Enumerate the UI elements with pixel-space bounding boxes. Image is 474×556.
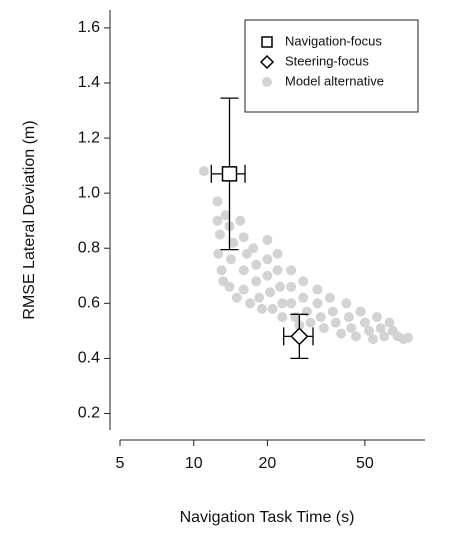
point	[274, 281, 285, 292]
point	[238, 232, 249, 243]
legend: Navigation-focus Steering-focus Model alte…	[244, 19, 419, 113]
point	[212, 215, 223, 226]
point	[228, 237, 239, 248]
point	[262, 270, 273, 281]
point	[272, 265, 283, 276]
point	[351, 331, 362, 342]
point	[343, 312, 354, 323]
y-tick-label: 0.6	[78, 295, 100, 312]
point	[327, 306, 338, 317]
point	[221, 166, 238, 182]
x-tick-label: 20	[259, 455, 277, 472]
y-tick-label: 1.2	[78, 129, 100, 146]
point	[375, 323, 386, 334]
point	[245, 298, 256, 309]
x-tick-label: 5	[116, 455, 125, 472]
point	[298, 292, 309, 303]
y-tick-label: 0.2	[78, 405, 100, 422]
point	[251, 276, 262, 287]
point	[301, 306, 312, 317]
point	[290, 327, 309, 346]
point	[224, 281, 235, 292]
point	[256, 303, 267, 314]
point	[277, 312, 288, 323]
point	[312, 298, 323, 309]
point	[235, 215, 246, 226]
point	[355, 306, 366, 317]
point	[220, 210, 231, 221]
point	[286, 298, 297, 309]
point	[379, 331, 390, 342]
point	[336, 328, 347, 339]
point	[371, 312, 382, 323]
y-tick-label: 1.6	[78, 19, 100, 36]
point	[272, 248, 283, 259]
point	[330, 317, 341, 328]
point	[251, 259, 262, 270]
y-tick-label: 0.4	[78, 350, 100, 367]
y-tick-label: 1.4	[78, 74, 100, 91]
point	[341, 298, 352, 309]
legend-marker	[262, 77, 272, 87]
legend-marker	[261, 36, 273, 48]
point	[312, 284, 323, 295]
y-tick-label: 0.8	[78, 239, 100, 256]
legend-marker	[259, 54, 275, 70]
point	[346, 323, 357, 334]
point	[298, 276, 309, 287]
x-axis-label: Navigation Task Time (s)	[180, 509, 355, 526]
point	[286, 265, 297, 276]
legend-label: Navigation-focus	[285, 33, 382, 48]
point	[226, 254, 237, 265]
point	[267, 303, 278, 314]
point	[359, 317, 370, 328]
y-axis-label: RMSE Lateral Deviation (m)	[21, 120, 38, 319]
legend-label: Steering-focus	[285, 53, 369, 68]
point	[305, 317, 316, 328]
point	[238, 265, 249, 276]
point	[238, 284, 249, 295]
point	[212, 196, 223, 207]
point	[403, 332, 414, 343]
point	[364, 325, 375, 336]
point	[198, 166, 209, 177]
legend-label: Model alternative	[285, 73, 384, 88]
y-tick-label: 1.0	[78, 184, 100, 201]
point	[315, 312, 326, 323]
point	[213, 248, 224, 259]
point	[231, 292, 242, 303]
point	[286, 281, 297, 292]
point	[384, 317, 395, 328]
point	[262, 234, 273, 245]
point	[277, 298, 288, 309]
x-tick-label: 50	[356, 455, 374, 472]
point	[265, 287, 276, 298]
legend-box	[244, 19, 419, 113]
point	[262, 254, 273, 265]
point	[324, 292, 335, 303]
point	[368, 334, 379, 345]
point	[248, 243, 259, 254]
point	[318, 323, 329, 334]
x-tick-label: 10	[185, 455, 203, 472]
point	[214, 229, 225, 240]
point	[216, 265, 227, 276]
point	[254, 292, 265, 303]
